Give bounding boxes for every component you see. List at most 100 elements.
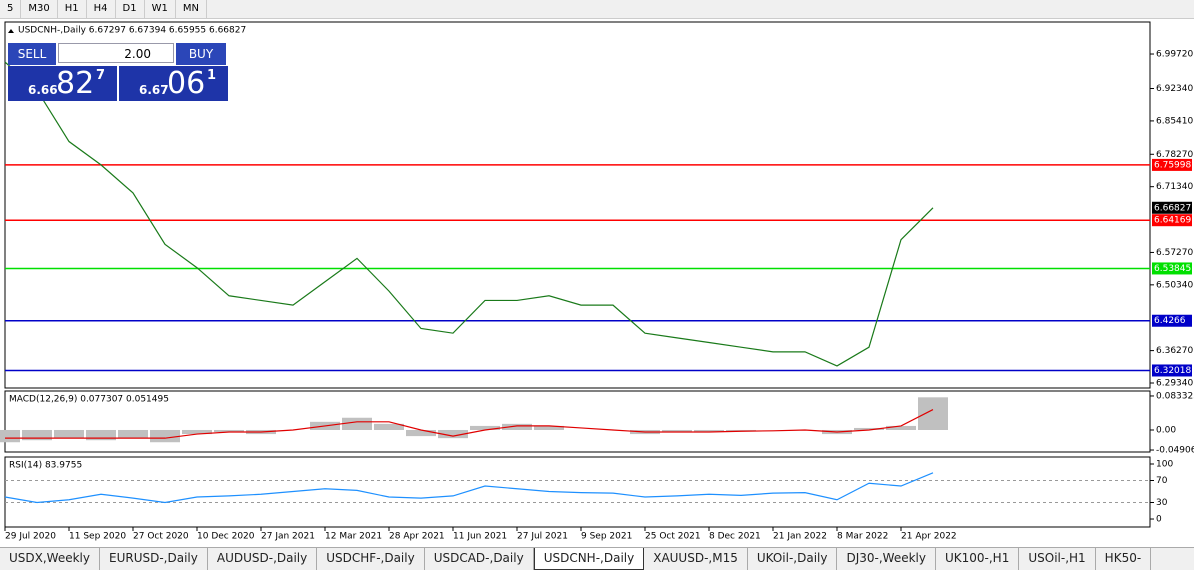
macd-bar	[406, 429, 436, 437]
macd-bar	[662, 429, 692, 433]
pane-frame	[4, 21, 1151, 389]
macd-bar	[22, 429, 52, 441]
x-tick-label: 25 Oct 2021	[645, 532, 701, 542]
timeframe-button[interactable]: M30	[21, 0, 58, 18]
chart-tab[interactable]: HK50-	[1096, 548, 1152, 570]
volume-input[interactable]: 2.00	[58, 43, 174, 63]
x-tick-label: 21 Apr 2022	[901, 532, 957, 542]
title-icon	[8, 29, 14, 33]
x-tick-label: 8 Dec 2021	[709, 532, 761, 542]
buy-button[interactable]: BUY	[176, 43, 226, 65]
y-tick-label: 6.85410	[1156, 116, 1193, 126]
x-tick-label: 27 Oct 2020	[133, 532, 189, 542]
x-tick-label: 29 Jul 2020	[5, 532, 56, 542]
timeframe-toolbar: 5 M30 H1 H4 D1 W1 MN	[0, 0, 1194, 19]
macd-bar	[502, 423, 532, 430]
macd-bar	[150, 429, 180, 443]
last-price-tag	[1152, 201, 1192, 214]
timeframe-button[interactable]: H4	[87, 0, 116, 18]
timeframe-button[interactable]: W1	[145, 0, 176, 18]
ask-head: 6.67	[139, 83, 169, 97]
y-tick-label: 70	[1156, 476, 1168, 486]
chart-tab[interactable]: EURUSD-,Daily	[100, 548, 208, 570]
level-tag	[1152, 214, 1192, 227]
chart-tab[interactable]: USDX,Weekly	[0, 548, 100, 570]
x-tick-label: 27 Jan 2021	[261, 532, 315, 542]
level-label: 6.53845	[1154, 264, 1191, 274]
chart-tab[interactable]: USDCNH-,Daily	[533, 548, 645, 570]
level-tag	[1152, 158, 1192, 171]
macd-bar	[182, 429, 212, 435]
macd-bar	[854, 427, 884, 430]
y-tick-label: 6.71340	[1156, 182, 1193, 192]
macd-bar	[726, 429, 756, 432]
level-tag	[1152, 262, 1192, 275]
y-tick-label: 6.57270	[1156, 248, 1193, 258]
pane-title: RSI(14) 83.9755	[9, 461, 82, 471]
ask-tail: 1	[207, 68, 217, 83]
y-tick-label: 6.36270	[1156, 346, 1193, 356]
chart-tab[interactable]: USDCHF-,Daily	[317, 548, 425, 570]
macd-bar	[694, 429, 724, 433]
level-label: 6.75998	[1154, 160, 1191, 170]
y-tick-label: 6.29340	[1156, 378, 1193, 388]
level-label: 6.32018	[1154, 366, 1191, 376]
trade-panel: SELL 2.00 BUY 6.66 82 7 6.67 06 1	[8, 43, 228, 101]
y-tick-label: 0	[1156, 515, 1162, 525]
y-tick-label: 0.00	[1156, 425, 1176, 435]
chart-tab[interactable]: XAUUSD-,M15	[644, 548, 748, 570]
signal-line	[5, 409, 934, 439]
chart-tab[interactable]: AUDUSD-,Daily	[208, 548, 318, 570]
chart-tab[interactable]: UK100-,H1	[936, 548, 1020, 570]
y-tick-label: 6.92340	[1156, 84, 1193, 94]
macd-bar	[118, 429, 148, 439]
x-tick-label: 10 Dec 2020	[197, 532, 255, 542]
bid-price: 6.66 82 7	[8, 66, 117, 101]
chart-tab[interactable]: UKOil-,Daily	[748, 548, 838, 570]
y-tick-label: -0.049068	[1156, 446, 1194, 456]
macd-bar	[374, 423, 404, 430]
timeframe-button[interactable]: D1	[116, 0, 145, 18]
chart-tab[interactable]: USDCAD-,Daily	[425, 548, 534, 570]
x-tick-label: 28 Apr 2021	[389, 532, 445, 542]
timeframe-button[interactable]: 5	[0, 0, 22, 18]
chart: USDCNH-,Daily 6.67297 6.67394 6.65955 6.…	[0, 21, 1194, 542]
pane-frame	[4, 456, 1151, 528]
bid-tail: 7	[96, 68, 106, 83]
x-tick-label: 11 Jun 2021	[453, 532, 507, 542]
price-line	[4, 61, 934, 367]
y-tick-label: 6.99720	[1156, 50, 1193, 60]
y-tick-label: 0.083325	[1156, 391, 1194, 401]
timeframe-button[interactable]: MN	[176, 0, 207, 18]
x-tick-label: 12 Mar 2021	[325, 532, 382, 542]
sell-button[interactable]: SELL	[8, 43, 56, 65]
ask-main: 06	[167, 66, 206, 101]
bid-head: 6.66	[28, 83, 58, 97]
pane-frame	[4, 390, 1151, 453]
y-tick-label: 6.78270	[1156, 150, 1193, 160]
level-tag	[1152, 314, 1192, 327]
macd-bar	[534, 425, 564, 430]
macd-bar	[470, 425, 500, 430]
macd-bar	[54, 429, 84, 439]
chart-tab[interactable]: USOil-,H1	[1019, 548, 1096, 570]
macd-bar	[918, 397, 948, 430]
ask-price: 6.67 06 1	[119, 66, 228, 101]
y-tick-label: 6.50340	[1156, 280, 1193, 290]
x-tick-label: 27 Jul 2021	[517, 532, 568, 542]
rsi-line	[4, 472, 934, 504]
macd-bar	[0, 429, 20, 443]
level-label: 6.4266	[1154, 316, 1186, 326]
macd-bar	[886, 425, 916, 430]
x-tick-label: 9 Sep 2021	[581, 532, 632, 542]
last-price-label: 6.66827	[1154, 203, 1191, 213]
macd-bar	[438, 429, 468, 439]
chart-tab[interactable]: DJ30-,Weekly	[837, 548, 936, 570]
bid-main: 82	[56, 66, 95, 101]
timeframe-button[interactable]: H1	[58, 0, 87, 18]
level-label: 6.64169	[1154, 216, 1191, 226]
y-tick-label: 100	[1156, 459, 1173, 469]
macd-bar	[214, 429, 244, 433]
x-tick-label: 21 Jan 2022	[773, 532, 827, 542]
